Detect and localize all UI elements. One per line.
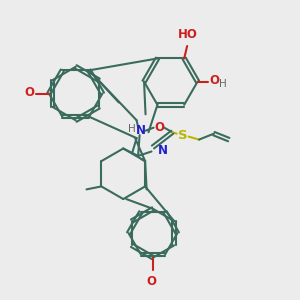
- Text: S: S: [178, 129, 188, 142]
- Text: H: H: [219, 79, 227, 89]
- Text: H: H: [128, 124, 136, 134]
- Text: O: O: [146, 274, 157, 287]
- Text: N: N: [158, 143, 167, 157]
- Text: N: N: [136, 124, 146, 137]
- Text: O: O: [24, 85, 34, 98]
- Text: HO: HO: [178, 28, 198, 41]
- Text: O: O: [154, 121, 164, 134]
- Text: O: O: [209, 74, 219, 87]
